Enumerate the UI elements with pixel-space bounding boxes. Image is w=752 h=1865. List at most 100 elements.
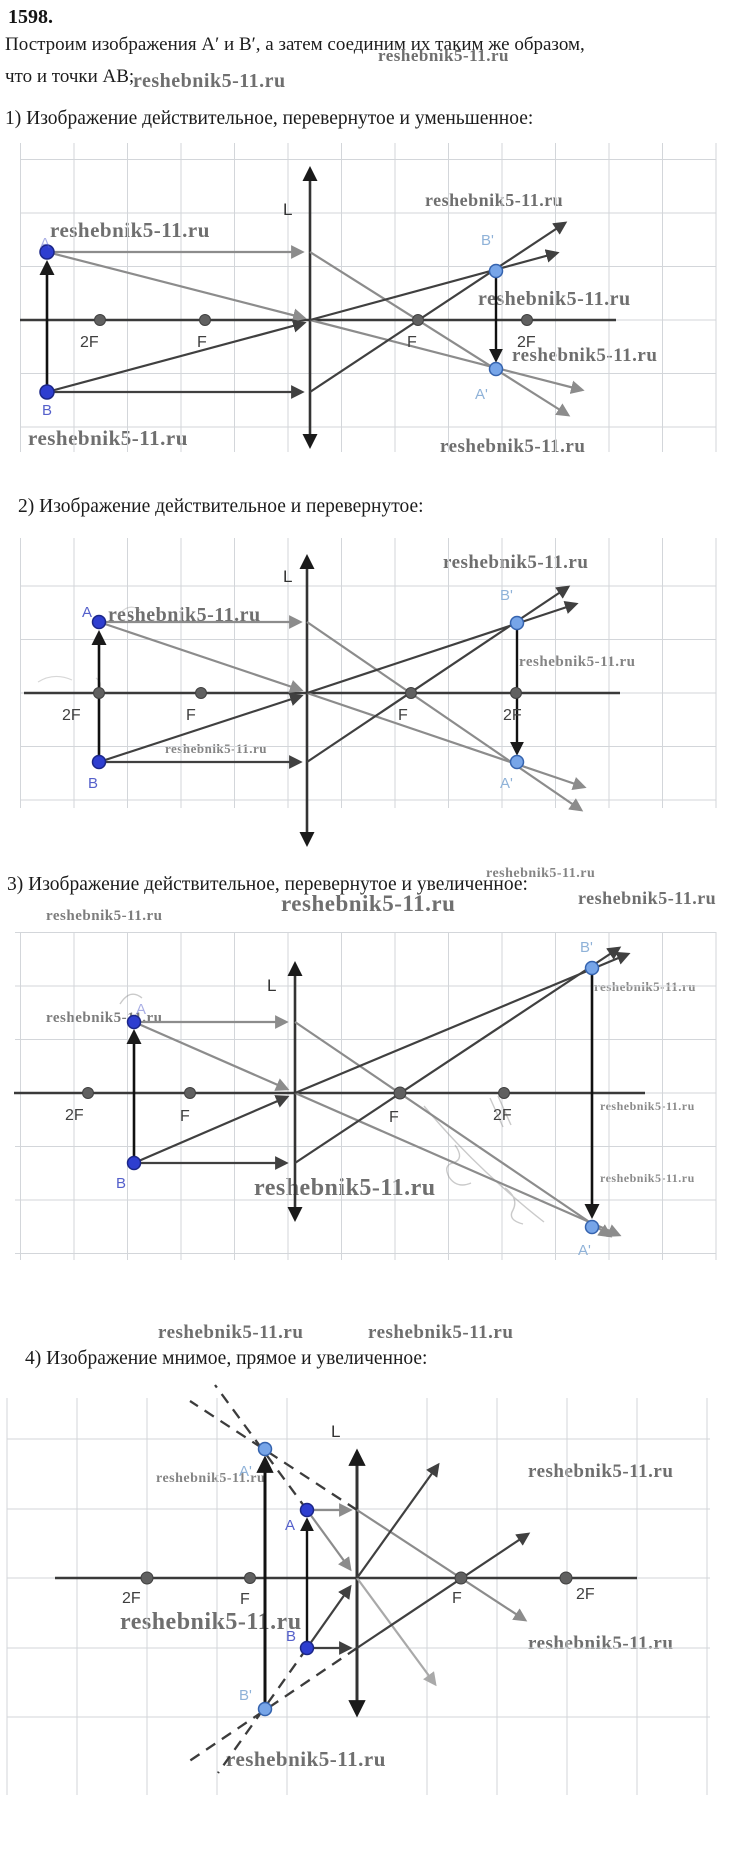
object-b-label: B bbox=[286, 1628, 296, 1645]
point-image-b bbox=[509, 615, 525, 631]
watermark: reshebnik5-11.ru bbox=[28, 426, 188, 450]
watermark: reshebnik5-11.ru bbox=[378, 46, 509, 65]
image-a-label: A' bbox=[475, 386, 488, 403]
watermark: reshebnik5-11.ru bbox=[165, 741, 268, 756]
lens-label: L bbox=[283, 200, 292, 219]
focal-points bbox=[94, 314, 533, 326]
diagram-1-heading: 1) Изображение действительное, переверну… bbox=[5, 108, 534, 129]
point-object-a bbox=[91, 614, 107, 630]
point-f-left bbox=[199, 314, 211, 326]
object-a-label: A bbox=[82, 604, 92, 621]
point-2f-left bbox=[93, 687, 105, 699]
image-b-label: B' bbox=[500, 587, 513, 604]
grid bbox=[20, 143, 717, 452]
watermark: reshebnik5-11.ru bbox=[156, 1471, 266, 1486]
pencil-marks bbox=[119, 993, 545, 1225]
object-a-label: A bbox=[40, 235, 50, 252]
rays-from-A bbox=[306, 1503, 528, 1687]
f2-left-label: 2F bbox=[122, 1590, 141, 1607]
watermark: reshebnik5-11.ru bbox=[478, 288, 631, 310]
watermark: reshebnik5-11.ru bbox=[519, 654, 636, 670]
point-image-a bbox=[488, 361, 504, 377]
watermark: reshebnik5-11.ru bbox=[486, 866, 596, 881]
object-a-label: A bbox=[285, 1517, 295, 1534]
watermark: reshebnik5-11.ru bbox=[281, 891, 456, 916]
grid bbox=[15, 932, 717, 1260]
watermark: reshebnik5-11.ru bbox=[50, 218, 210, 242]
f-left-label: F bbox=[197, 334, 207, 351]
diagram-2-heading: 2) Изображение действительное и переверн… bbox=[18, 496, 424, 517]
rays-from-B bbox=[133, 946, 631, 1170]
lens-diagram-1: L 2F F F 2F A B B' A' bbox=[20, 143, 717, 452]
f-right-label: F bbox=[389, 1109, 399, 1126]
point-f-right bbox=[412, 314, 424, 326]
f-left-label: F bbox=[180, 1108, 190, 1125]
watermark: reshebnik5-11.ru bbox=[600, 1099, 695, 1113]
problem-number: 1598. bbox=[8, 6, 53, 28]
watermark: reshebnik5-11.ru bbox=[226, 1747, 386, 1771]
point-image-b bbox=[257, 1701, 273, 1717]
point-object-a bbox=[299, 1502, 315, 1518]
object-a-label: A bbox=[136, 1001, 146, 1018]
image-a-label: A' bbox=[500, 775, 513, 792]
watermark: reshebnik5-11.ru bbox=[158, 1322, 304, 1343]
watermark: reshebnik5-11.ru bbox=[120, 1609, 302, 1635]
watermark: reshebnik5-11.ru bbox=[600, 1171, 695, 1185]
point-image-b bbox=[584, 960, 600, 976]
watermark: reshebnik5-11.ru bbox=[133, 70, 286, 92]
lens-label: L bbox=[267, 976, 276, 995]
watermark: reshebnik5-11.ru bbox=[108, 604, 261, 626]
intro-line-1: Построим изображения A′ и B′, а затем со… bbox=[5, 34, 585, 55]
point-2f-right bbox=[559, 1571, 573, 1585]
point-f-right bbox=[405, 687, 417, 699]
f-left-label: F bbox=[186, 707, 196, 724]
point-image-a bbox=[509, 754, 525, 770]
point-2f-left bbox=[94, 314, 106, 326]
diagram-3-heading: 3) Изображение действительное, переверну… bbox=[7, 874, 528, 895]
watermark: reshebnik5-11.ru bbox=[46, 908, 163, 924]
f2-right-label: 2F bbox=[503, 707, 522, 724]
lens-label: L bbox=[283, 567, 292, 586]
point-object-b bbox=[39, 384, 55, 400]
f2-right-label: 2F bbox=[517, 334, 536, 351]
watermark: reshebnik5-11.ru bbox=[368, 1322, 514, 1343]
lens-diagram-3: L 2F F F 2F A B B' A' bbox=[14, 932, 717, 1260]
f-right-label: F bbox=[398, 707, 408, 724]
point-2f-left bbox=[140, 1571, 154, 1585]
focal-points bbox=[93, 687, 522, 699]
watermark: reshebnik5-11.ru bbox=[512, 345, 658, 366]
f2-left-label: 2F bbox=[65, 1107, 84, 1124]
rays-from-B bbox=[98, 585, 579, 769]
object-b-label: B bbox=[88, 775, 98, 792]
point-f-left bbox=[184, 1087, 196, 1099]
lens-label: L bbox=[331, 1422, 340, 1441]
point-object-b bbox=[126, 1155, 142, 1171]
point-image-a bbox=[584, 1219, 600, 1235]
watermark: reshebnik5-11.ru bbox=[440, 436, 586, 457]
rays-from-A bbox=[46, 245, 585, 417]
f-right-label: F bbox=[452, 1590, 462, 1607]
rays-from-A bbox=[98, 615, 587, 812]
f2-right-label: 2F bbox=[576, 1586, 595, 1603]
f2-right-label: 2F bbox=[493, 1107, 512, 1124]
image-b-label: B' bbox=[239, 1687, 252, 1704]
point-object-b bbox=[299, 1640, 315, 1656]
f-right-label: F bbox=[407, 334, 417, 351]
diagram-4-heading: 4) Изображение мнимое, прямое и увеличен… bbox=[25, 1348, 428, 1369]
point-f-left bbox=[195, 687, 207, 699]
point-object-a bbox=[39, 244, 55, 260]
point-image-b bbox=[488, 263, 504, 279]
lens-diagram-2: L 2F F F 2F A B B' A' bbox=[20, 538, 717, 848]
lens-diagram-4: L 2F F F 2F A B A' B' bbox=[6, 1384, 710, 1795]
point-image-a bbox=[257, 1441, 273, 1457]
f-left-label: F bbox=[240, 1591, 250, 1608]
point-object-b bbox=[91, 754, 107, 770]
point-2f-right bbox=[510, 687, 522, 699]
image-b-label: B' bbox=[481, 232, 494, 249]
point-2f-left bbox=[82, 1087, 94, 1099]
point-f-left bbox=[244, 1572, 256, 1584]
f2-left-label: 2F bbox=[62, 707, 81, 724]
image-a-label: A' bbox=[578, 1242, 591, 1259]
object-b-label: B bbox=[116, 1175, 126, 1192]
